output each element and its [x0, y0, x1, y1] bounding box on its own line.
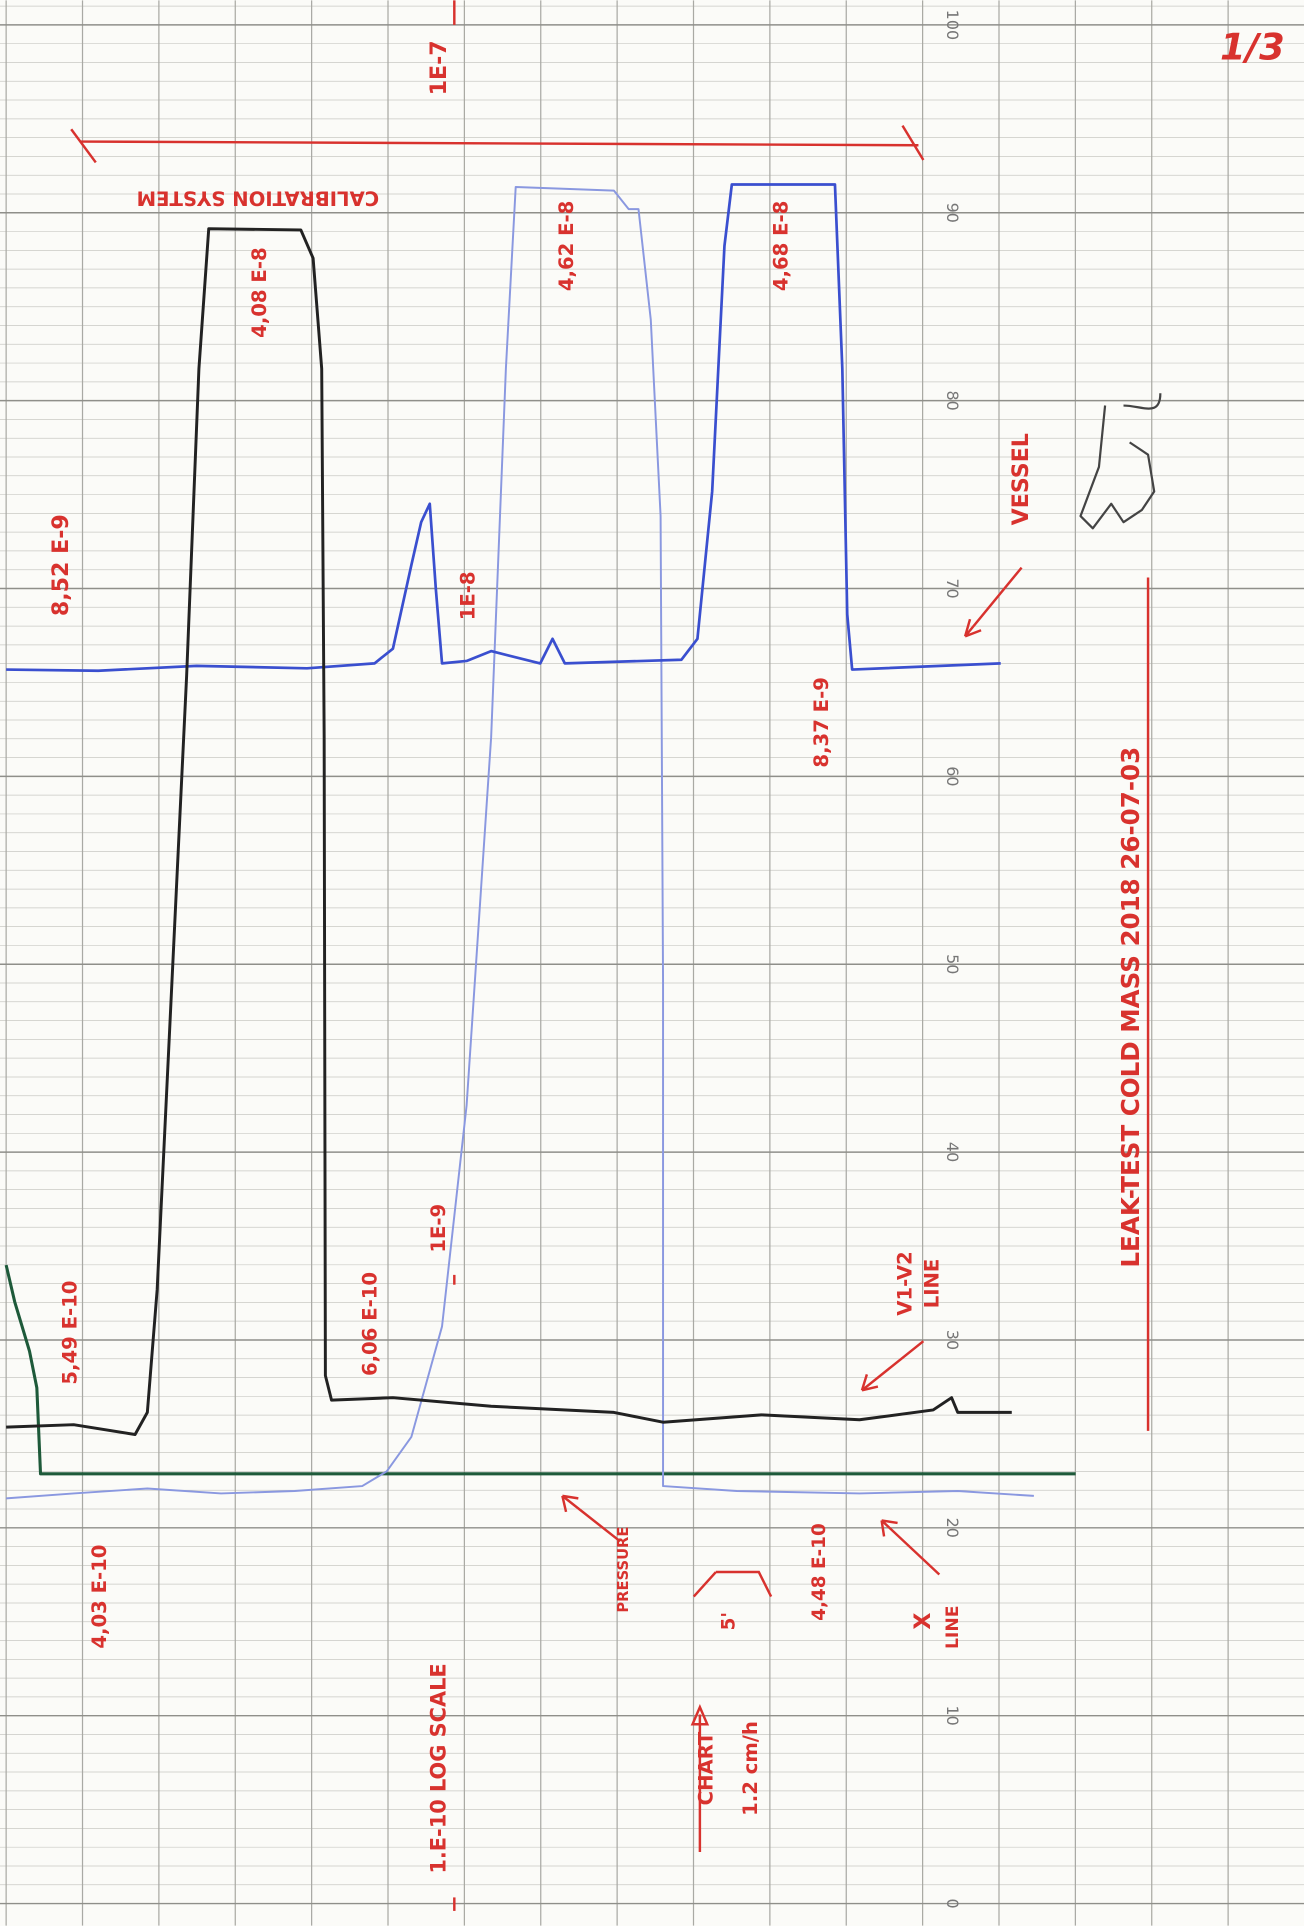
- annotation: CHART: [695, 1731, 718, 1805]
- scale-label: 70: [943, 578, 962, 598]
- annotation: X: [910, 1613, 936, 1630]
- annotation: VESSEL: [1008, 433, 1034, 525]
- annotation: 4,48 E-10: [809, 1523, 830, 1621]
- scale-label: 20: [943, 1518, 962, 1538]
- annotation: PRESSURE: [615, 1527, 632, 1613]
- annotation: 1E-7: [426, 40, 452, 95]
- annotation: V1-V2: [894, 1251, 917, 1315]
- annotation: 1.2 cm/h: [739, 1721, 762, 1816]
- annotation: 1.E-10 LOG SCALE: [427, 1663, 451, 1873]
- scale-label: 90: [943, 203, 962, 223]
- scale-label: 50: [943, 954, 962, 974]
- annotation: 5,49 E-10: [59, 1281, 82, 1385]
- signature: [1081, 393, 1161, 528]
- pressure-trace: [6, 187, 1034, 1498]
- annotation: 4,08 E-8: [248, 247, 271, 337]
- scale-label: 30: [943, 1330, 962, 1350]
- annotation: 1E-9: [427, 1204, 450, 1253]
- annotation: 4,68 E-8: [770, 201, 793, 291]
- scale-label: 100: [943, 10, 962, 40]
- annotation: 1E-8: [457, 571, 480, 620]
- scale-label: 10: [943, 1706, 962, 1726]
- annotation: 6,06 E-10: [358, 1272, 381, 1376]
- annotation: 8,52 E-9: [48, 514, 74, 616]
- chart-paper: 0 10 20 30 40 50 60 70 80 90 100 1/3 1E-7 CALIBRATI…: [0, 0, 1304, 1926]
- annotation: LEAK-TEST COLD MASS 2018 26-07-03: [1116, 747, 1145, 1268]
- scale-label: 80: [943, 390, 962, 410]
- annotation: 5': [718, 1612, 739, 1630]
- annotation: 8,37 E-9: [810, 677, 833, 767]
- page-number: 1/3: [1220, 25, 1285, 68]
- red-marks: [71, 0, 1148, 1911]
- grid: 0 10 20 30 40 50 60 70 80 90 100: [0, 0, 1304, 1925]
- scale-label: 60: [943, 766, 962, 786]
- line-trace: [6, 229, 1012, 1435]
- scale-label: 40: [943, 1142, 962, 1162]
- scale-label: 0: [943, 1898, 962, 1908]
- page: {"page_number": "1/3", "scale": {"ticks"…: [0, 0, 1304, 1926]
- annotation: LINE: [943, 1606, 963, 1649]
- annotation: 4,03 E-10: [88, 1545, 111, 1649]
- annotation: LINE: [921, 1259, 944, 1309]
- annotation: 4,62 E-8: [555, 201, 578, 291]
- annotation: CALIBRATION SYSTEM: [137, 186, 380, 209]
